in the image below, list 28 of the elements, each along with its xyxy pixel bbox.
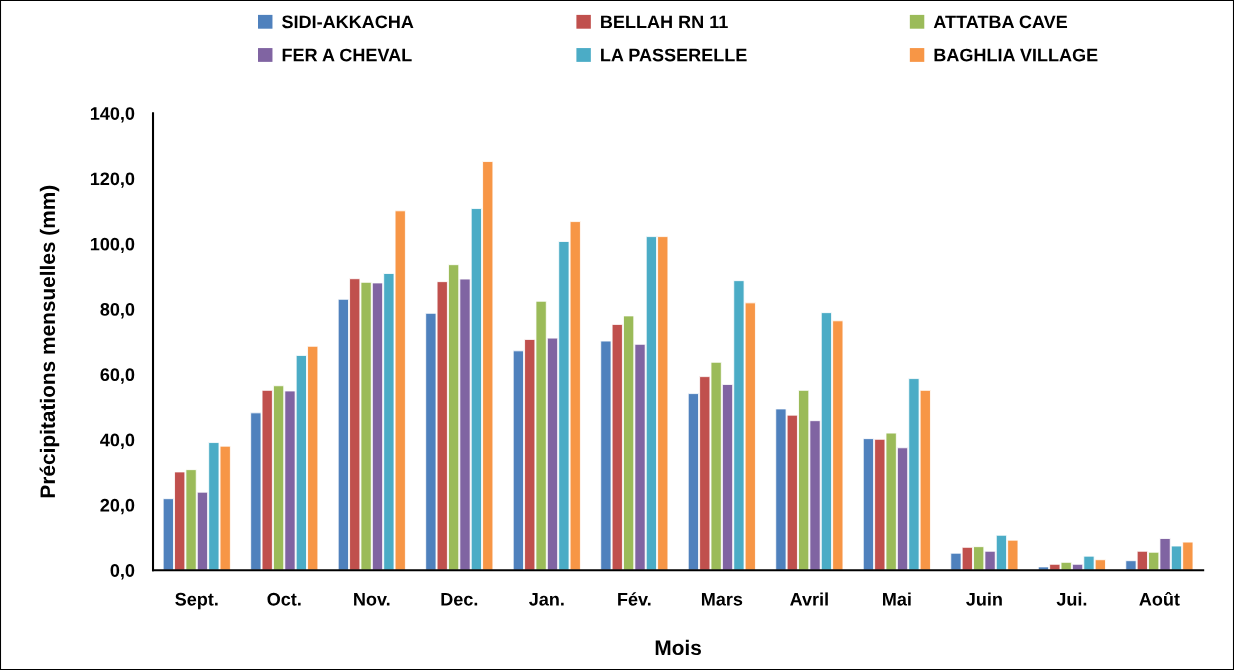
x-tick-label: Sept. [175, 592, 218, 610]
x-tick-label: Jui. [1056, 592, 1087, 606]
x-tick-label: Fév. [618, 592, 651, 606]
x-tick-label: Dec. [441, 593, 478, 606]
x-tick-label: Avril [790, 592, 828, 606]
legend-label: ATTATBA CAVE [933, 15, 1068, 29]
legend-label: SIDI-AKKACHA [282, 15, 414, 29]
legend-label: LA PASSERELLE [601, 48, 747, 62]
y-tick-label: 60,0 [100, 368, 135, 384]
x-tick-label: Oct. [267, 592, 301, 606]
legend-label: BELLAH RN 11 [601, 15, 728, 29]
x-tick-label: Mai [883, 592, 911, 606]
y-tick-label: 40,0 [100, 433, 135, 449]
y-axis-title: Précipitations mensuelles (mm) [39, 185, 60, 498]
y-tick-label: 120,0 [90, 172, 135, 188]
y-tick-label: 100,0 [90, 237, 135, 254]
x-tick-label: Juin [966, 592, 1002, 606]
x-tick-label: Jan. [529, 593, 564, 606]
y-tick-label: 140,0 [90, 107, 135, 123]
legend-label: FER A CHEVAL [282, 48, 412, 62]
y-tick-label: 0,0 [110, 564, 135, 580]
legend-label: BAGHLIA VILLAGE [934, 48, 1098, 62]
y-tick-label: 80,0 [100, 303, 135, 319]
x-tick-label: Mars [701, 593, 743, 606]
y-tick-label: 20,0 [100, 498, 135, 515]
x-tick-label: Août [1139, 592, 1180, 606]
x-tick-label: Nov. [354, 593, 390, 606]
x-axis-title: Mois [655, 639, 701, 656]
